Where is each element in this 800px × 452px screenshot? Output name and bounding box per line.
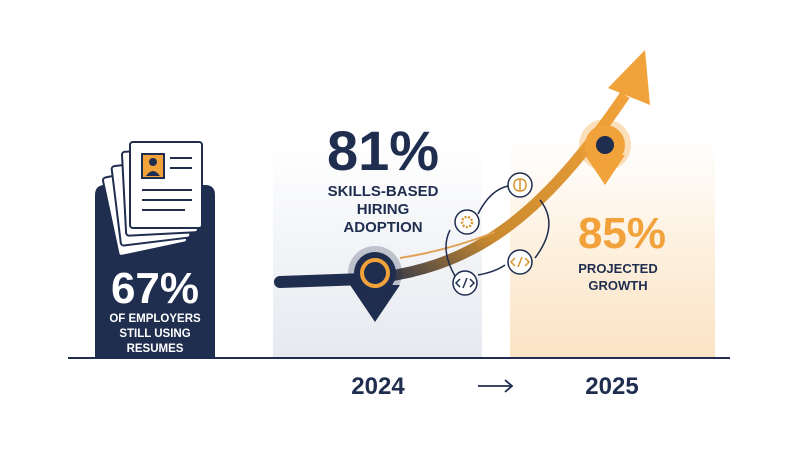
icon-brain	[507, 172, 533, 198]
label-line: SKILLS-BASED	[328, 183, 439, 200]
accent-line	[399, 231, 496, 259]
year: 2025	[585, 373, 638, 400]
label-line: STILL USING	[119, 328, 190, 340]
label-line: GROWTH	[588, 278, 647, 293]
icon-gear	[454, 209, 480, 235]
connectors	[445, 185, 550, 277]
stat: 81%	[327, 119, 439, 182]
center-panel	[273, 140, 482, 358]
icon-code	[452, 270, 478, 296]
label-line: PROJECTED	[578, 261, 657, 276]
timeline-arrow	[478, 379, 514, 393]
stat: 67%	[111, 264, 199, 313]
year: 2024	[351, 373, 405, 400]
right-panel	[510, 140, 715, 358]
label-line: OF EMPLOYERS	[109, 313, 201, 325]
marker-2024	[348, 246, 402, 322]
label-line: RESUMES	[127, 343, 184, 355]
label-line: ADOPTION	[343, 219, 422, 236]
curve-arrowhead	[608, 50, 650, 105]
document-icon	[102, 141, 203, 257]
icon-code	[507, 249, 533, 275]
label-line: HIRING	[357, 201, 410, 218]
marker-2025	[579, 119, 631, 185]
stat: 85%	[578, 209, 666, 258]
curve-start	[274, 273, 371, 288]
